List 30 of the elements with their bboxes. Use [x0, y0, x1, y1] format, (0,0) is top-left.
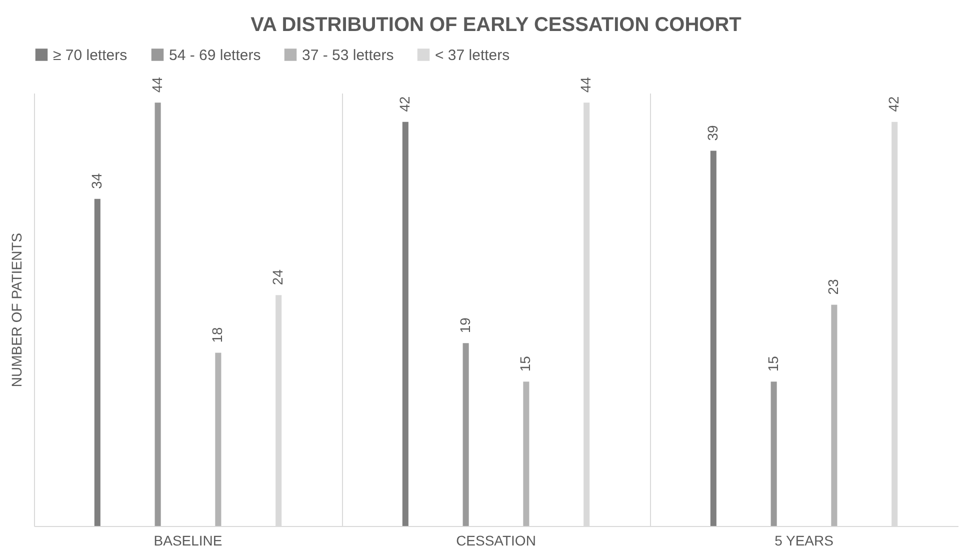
data-label: 44 [578, 76, 594, 93]
legend-label: ≥ 70 letters [53, 46, 128, 64]
data-label: 42 [886, 96, 902, 112]
bar [154, 102, 161, 526]
x-tick-label: BASELINE [154, 532, 222, 548]
chart-title: VA DISTRIBUTION OF EARLY CESSATION COHORT [250, 14, 742, 36]
bar [523, 382, 530, 526]
bar [94, 198, 100, 526]
data-label: 24 [270, 269, 286, 286]
x-tick-label: CESSATION [456, 532, 536, 548]
data-label: 23 [825, 278, 842, 295]
bar [710, 150, 716, 526]
data-label: 15 [764, 356, 781, 372]
bar [462, 343, 469, 526]
data-label: 19 [456, 317, 473, 334]
bar [402, 122, 408, 526]
y-axis-title: NUMBER OF PATIENTS [8, 232, 24, 388]
data-label: 18 [209, 327, 226, 343]
data-label: 39 [704, 124, 720, 141]
data-label: 15 [517, 356, 534, 372]
data-label: 42 [396, 96, 412, 112]
legend-label: < 37 letters [435, 46, 510, 64]
bar [770, 382, 777, 526]
bar [215, 352, 222, 526]
legend-label: 54 - 69 letters [169, 46, 261, 64]
x-tick-label: 5 YEARS [774, 532, 834, 548]
data-label: 34 [88, 173, 104, 189]
bar [831, 304, 838, 526]
legend-label: 37 - 53 letters [302, 46, 394, 64]
data-label: 44 [148, 76, 165, 93]
